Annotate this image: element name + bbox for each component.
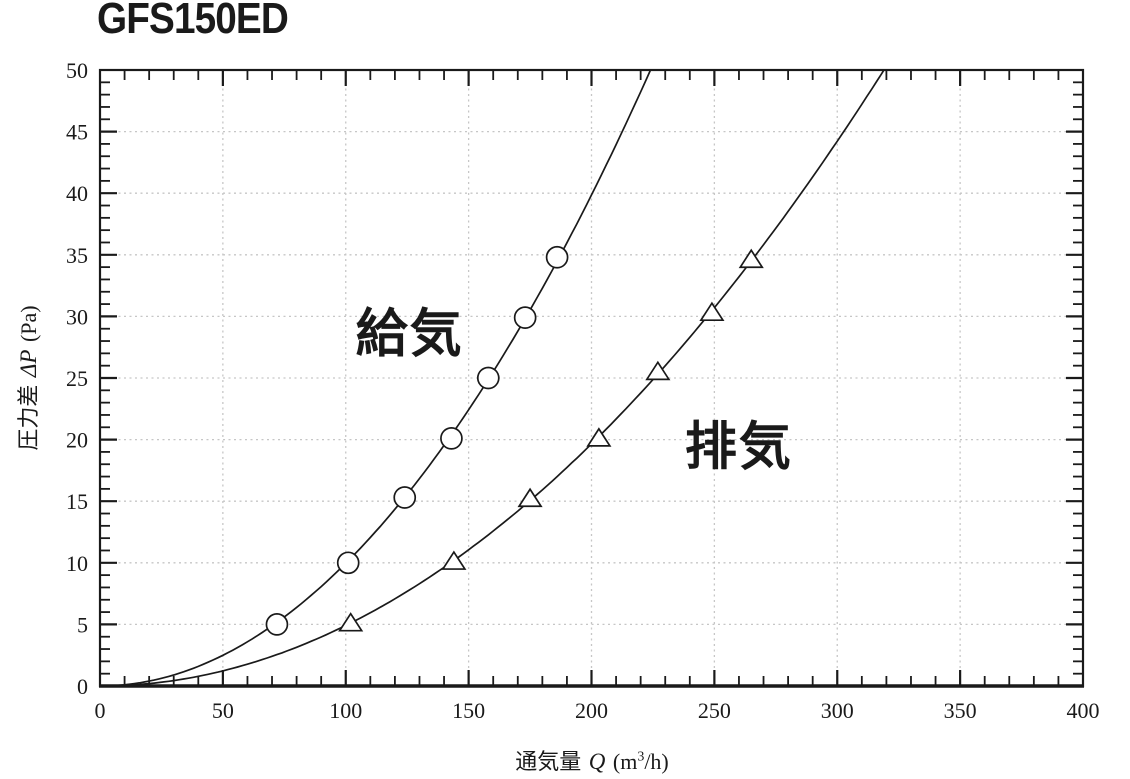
data-point-circle [265,613,289,636]
data-point-triangle [699,301,725,322]
data-point-circle [393,486,417,509]
x-tick-label: 200 [575,698,608,723]
y-axis-unit: (Pa) [16,305,41,343]
chart-title: GFS150ED [97,0,289,43]
series-label-exhaust: 排気 [684,418,793,477]
series-curve [100,69,652,687]
y-tick-label: 50 [66,58,88,83]
y-tick-label: 5 [77,612,88,637]
x-tick-label: 250 [698,698,731,723]
y-tick-label: 45 [66,120,88,145]
x-tick-label: 150 [452,698,485,723]
y-tick-label: 20 [66,428,88,453]
x-axis-name: 通気量 [515,749,582,774]
y-tick-label: 40 [66,181,88,206]
x-axis-symbol: Q [588,749,606,774]
data-point-circle [336,551,360,575]
data-point-triangle [517,487,543,508]
data-point-circle [476,366,500,390]
x-tick-label: 350 [944,698,977,723]
x-tick-label: 300 [821,698,854,723]
series-label-supply: 給気 [355,305,464,364]
x-tick-label: 400 [1067,698,1100,723]
data-point-triangle [738,248,764,269]
y-tick-label: 10 [66,551,88,576]
y-axis-symbol: ΔP [16,349,41,378]
y-axis-name: 圧力差 [16,384,41,451]
x-tick-label: 100 [329,698,362,723]
y-tick-label: 30 [66,304,88,329]
x-axis-title: 通気量 Q (m3/h) [515,744,669,776]
data-point-circle [545,245,569,269]
x-tick-label: 0 [95,698,106,723]
data-point-triangle [645,360,671,381]
data-point-circle [513,306,537,329]
y-tick-label: 0 [77,674,88,699]
y-axis-title: 圧力差 ΔP (Pa) [11,305,43,450]
data-point-triangle [586,427,612,447]
x-tick-label: 50 [212,698,234,723]
y-tick-label: 15 [66,489,88,514]
data-point-circle [440,427,463,450]
y-tick-label: 25 [66,366,88,391]
data-point-triangle [441,550,467,570]
y-tick-label: 35 [66,243,88,268]
data-point-triangle [338,612,364,632]
x-axis-unit: (m3/h) [612,749,669,774]
